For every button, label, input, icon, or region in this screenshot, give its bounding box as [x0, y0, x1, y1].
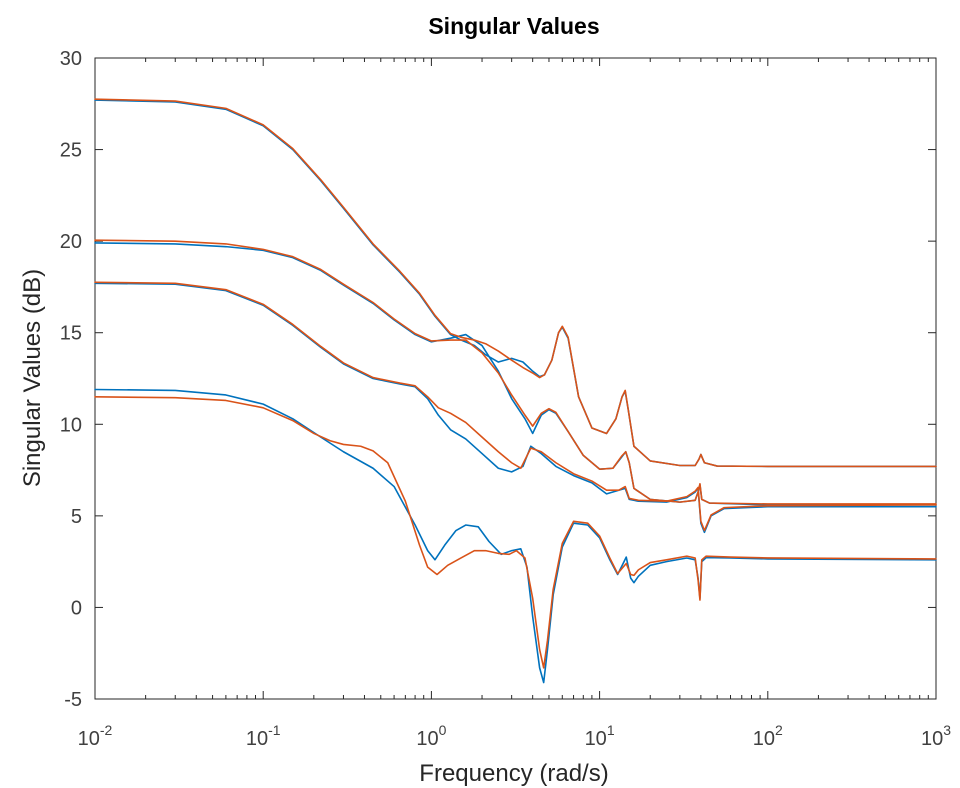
y-tick-label: 10	[60, 414, 82, 436]
x-tick-label: 10-2	[78, 722, 113, 750]
x-tick-base: 10	[416, 728, 438, 750]
x-tick-label: 103	[921, 722, 951, 750]
series-1-singular-value-curve-4	[94, 388, 937, 684]
x-tick-exponent: -2	[100, 722, 113, 738]
chart-title: Singular Values	[428, 13, 599, 39]
plot-area	[94, 57, 937, 700]
x-tick-base: 10	[921, 728, 943, 750]
major-ticks	[94, 57, 937, 700]
y-tick-label: 0	[71, 597, 82, 619]
y-tick-label: 25	[60, 140, 82, 162]
x-tick-exponent: 2	[775, 722, 783, 738]
y-tick-label: -5	[64, 689, 82, 711]
x-tick-base: 10	[78, 728, 100, 750]
minor-ticks	[145, 58, 929, 699]
x-tick-label: 10-1	[246, 722, 281, 750]
x-tick-label: 101	[585, 722, 615, 750]
y-tick-label: 30	[60, 48, 82, 70]
y-tick-label: 15	[60, 323, 82, 345]
x-tick-exponent: 3	[943, 722, 951, 738]
y-tick-label: 5	[71, 506, 82, 528]
x-tick-exponent: -1	[268, 722, 281, 738]
series-2-singular-value-curve-3	[94, 281, 937, 532]
y-tick-label: 20	[60, 231, 82, 253]
series-2-singular-value-curve-2	[94, 239, 937, 505]
x-tick-label: 100	[416, 722, 446, 750]
x-tick-exponent: 0	[439, 722, 447, 738]
x-tick-base: 10	[753, 728, 775, 750]
x-axis-label: Frequency (rad/s)	[419, 760, 608, 787]
y-axis-label: Singular Values (dB)	[19, 269, 46, 487]
x-tick-base: 10	[246, 728, 268, 750]
axes-box	[94, 57, 937, 700]
x-tick-labels: 10-2 10-1 100 101 102 103	[78, 722, 952, 750]
curves	[94, 98, 937, 684]
y-tick-labels: -5 0 5 10 15 20 25 30	[60, 48, 82, 711]
x-tick-label: 102	[753, 722, 783, 750]
series-2-singular-value-curve-1	[94, 98, 937, 468]
x-tick-exponent: 1	[607, 722, 615, 738]
series-2-singular-value-curve-4	[94, 396, 937, 669]
x-tick-base: 10	[585, 728, 607, 750]
